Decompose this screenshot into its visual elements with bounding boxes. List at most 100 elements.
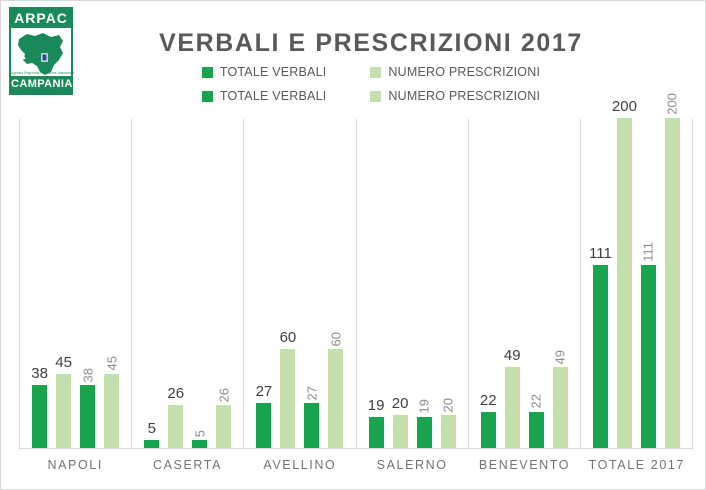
- bar[interactable]: [304, 403, 320, 448]
- bar[interactable]: [328, 349, 344, 448]
- bar-cluster: 27 60 27 60: [244, 119, 355, 448]
- bar-slot: 22: [479, 119, 497, 448]
- bar[interactable]: [552, 367, 568, 448]
- bar[interactable]: [640, 264, 656, 448]
- bar[interactable]: [480, 411, 496, 448]
- bar[interactable]: [56, 373, 72, 448]
- bar-value-label: 20: [440, 397, 456, 412]
- bar[interactable]: [416, 416, 432, 448]
- x-axis-tick-label: SALERNO: [376, 458, 448, 472]
- bar-slot: 20: [440, 119, 456, 448]
- bar[interactable]: [664, 118, 680, 448]
- bar[interactable]: [192, 439, 208, 448]
- logo-top-band: ARPAC: [11, 9, 71, 28]
- x-axis-tick-label: CASERTA: [152, 458, 223, 472]
- bar-value-label: 111: [589, 244, 612, 262]
- bar-slot: 60: [279, 119, 297, 448]
- category-group: 111 200 111 200: [581, 93, 692, 448]
- bar-slot: 27: [255, 119, 273, 448]
- bar-slot: 49: [552, 119, 568, 448]
- bar-value-label: 45: [55, 353, 72, 371]
- bar-slot: 38: [80, 119, 96, 448]
- legend-swatch-icon: [201, 90, 213, 102]
- chart-legend-row-2: TOTALE VERBALI NUMERO PRESCRIZIONI: [101, 87, 641, 105]
- x-axis-tick-label: NAPOLI: [47, 458, 103, 472]
- bar[interactable]: [80, 385, 96, 448]
- bar-value-label: 19: [367, 396, 385, 414]
- bar-slot: 19: [416, 119, 432, 448]
- campania-map-icon: [18, 33, 63, 75]
- legend-label: TOTALE VERBALI: [219, 65, 327, 79]
- bar-slot: 26: [167, 119, 185, 448]
- plot-area: 38 45 38 45 5 26 5 26 27 60 27 60 19 20 19 20 22 49 22 49 11…: [19, 93, 693, 449]
- bar-slot: 60: [328, 119, 344, 448]
- chart-legend-row-1: TOTALE VERBALI NUMERO PRESCRIZIONI: [101, 65, 641, 80]
- bar[interactable]: [440, 415, 456, 448]
- bar-value-label: 26: [216, 387, 232, 403]
- legend-swatch-icon: [370, 90, 382, 102]
- legend-swatch-icon: [201, 67, 213, 78]
- bar-slot: 45: [104, 119, 120, 448]
- bar-cluster: 111 200 111 200: [581, 93, 692, 448]
- bar-slot: 22: [528, 119, 544, 448]
- bar-value-label: 22: [479, 391, 497, 409]
- bar[interactable]: [168, 405, 184, 448]
- bar-slot: 5: [144, 119, 160, 448]
- bar[interactable]: [256, 403, 272, 448]
- bar-value-label: 111: [640, 242, 656, 262]
- bar-value-label: 19: [416, 399, 432, 414]
- bar-cluster: 5 26 5 26: [132, 119, 243, 448]
- bar-value-label: 5: [192, 429, 208, 437]
- bar-cluster: 38 45 38 45: [20, 119, 131, 448]
- bar-value-label: 38: [80, 367, 96, 383]
- bar[interactable]: [616, 118, 632, 448]
- bar[interactable]: [32, 385, 48, 448]
- legend-item-totale-verbali[interactable]: TOTALE VERBALI: [201, 65, 327, 80]
- bar-value-label: 20: [391, 395, 409, 412]
- bar-slot: 49: [503, 119, 521, 448]
- bar-value-label: 45: [104, 356, 120, 371]
- legend-label: NUMERO PRESCRIZIONI: [388, 89, 541, 103]
- bar[interactable]: [144, 439, 160, 448]
- bar-slot: 20: [391, 119, 409, 448]
- bar[interactable]: [216, 405, 232, 448]
- bar-value-label: 49: [503, 347, 521, 365]
- logo-bottom-band: CAMPANIA: [11, 76, 73, 93]
- logo-subtitle: Agenzia Regionale Protezione Ambientale: [11, 71, 75, 75]
- bar-slot: 26: [216, 119, 232, 448]
- bar-slot: 111: [589, 119, 612, 448]
- bar-slot: 45: [55, 119, 72, 448]
- bar-value-label: 27: [304, 385, 320, 401]
- bar-slot: 5: [192, 119, 208, 448]
- category-group: 19 20 19 20: [357, 119, 469, 448]
- category-group: 38 45 38 45: [20, 119, 133, 448]
- bar[interactable]: [504, 367, 520, 448]
- bar-value-label: 60: [328, 331, 344, 346]
- bar[interactable]: [368, 416, 384, 448]
- bar-value-label: 49: [552, 349, 568, 365]
- bar-slot: 111: [640, 119, 656, 448]
- legend-item-numero-prescrizioni[interactable]: NUMERO PRESCRIZIONI: [370, 65, 541, 80]
- bar[interactable]: [592, 264, 608, 448]
- bar[interactable]: [104, 373, 120, 448]
- bar-value-label: 27: [255, 383, 273, 401]
- bar[interactable]: [392, 415, 408, 448]
- bar-value-label: 200: [664, 93, 680, 115]
- legend-label: TOTALE VERBALI: [219, 89, 327, 103]
- x-axis-tick-label: AVELLINO: [263, 458, 337, 472]
- bar-value-label: 200: [611, 98, 637, 115]
- bar[interactable]: [280, 349, 296, 448]
- x-axis-labels: NAPOLI CASERTA AVELLINO SALERNO BENEVENTO TOT…: [19, 453, 693, 477]
- bar-slot: 200: [664, 93, 680, 448]
- bar[interactable]: [528, 411, 544, 448]
- chart-title: VERBALI E PRESCRIZIONI 2017: [159, 29, 583, 57]
- logo-region: CAMPANIA: [11, 78, 73, 90]
- legend-item-numero-prescrizioni[interactable]: NUMERO PRESCRIZIONI: [370, 89, 540, 103]
- legend-label: NUMERO PRESCRIZIONI: [388, 65, 541, 79]
- legend-swatch-icon: [370, 67, 382, 78]
- bar-value-label: 60: [279, 329, 297, 346]
- legend-item-totale-verbali[interactable]: TOTALE VERBALI: [201, 89, 327, 103]
- category-group: 22 49 22 49: [469, 119, 581, 448]
- x-axis-tick-label: BENEVENTO: [478, 458, 571, 472]
- bar-value-label: 26: [167, 385, 185, 403]
